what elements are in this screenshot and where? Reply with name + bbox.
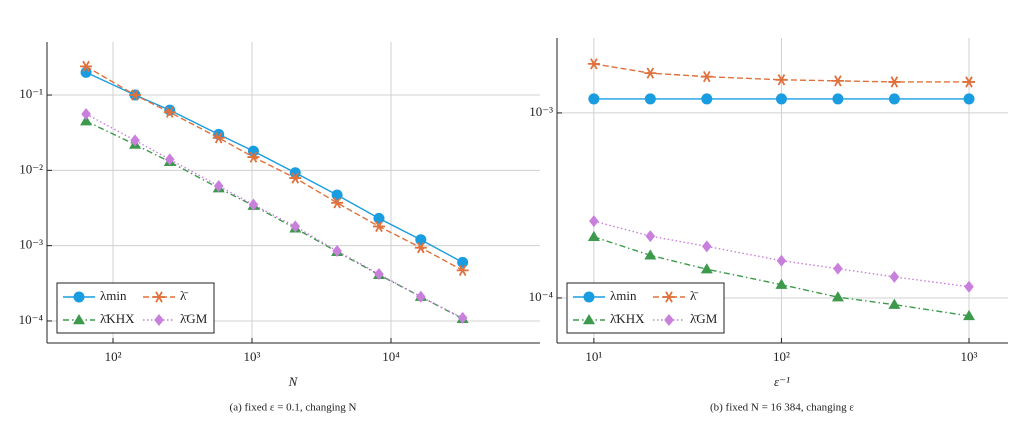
- marker: [80, 115, 93, 126]
- marker: [129, 89, 142, 101]
- marker: [644, 67, 657, 79]
- marker: [831, 75, 844, 87]
- marker: [644, 249, 657, 260]
- marker: [889, 270, 900, 283]
- marker: [963, 309, 976, 321]
- marker: [833, 262, 843, 275]
- legend-label: λmin: [610, 288, 637, 303]
- legend-label: λ̄GM: [180, 311, 208, 326]
- marker: [247, 145, 259, 157]
- legend-box: [566, 282, 725, 334]
- marker: [963, 93, 975, 105]
- caption: (a) fixed ε = 0.1, changing N: [230, 402, 357, 414]
- marker: [832, 93, 844, 105]
- marker: [130, 134, 140, 147]
- marker: [372, 220, 385, 233]
- marker: [212, 132, 225, 144]
- marker: [374, 268, 384, 281]
- x-axis-label: ε⁻¹: [774, 374, 790, 389]
- marker: [457, 311, 468, 324]
- marker: [701, 93, 713, 105]
- marker: [414, 242, 427, 254]
- marker: [587, 230, 600, 242]
- series-line: [85, 65, 463, 271]
- legend-marker: [73, 314, 85, 325]
- legend-marker: [663, 291, 675, 303]
- legend-marker: [583, 314, 595, 325]
- caption: (b) fixed N = 16 384, changing ε: [710, 402, 854, 414]
- x-tick-label: 10²: [773, 349, 790, 364]
- legend-label: λ̄KHX: [610, 311, 645, 326]
- x-axis-label: N: [288, 374, 299, 389]
- marker: [290, 220, 301, 233]
- marker: [457, 256, 469, 268]
- marker: [456, 264, 469, 277]
- series-line: [85, 120, 463, 320]
- marker: [416, 290, 426, 303]
- marker: [776, 254, 787, 267]
- marker: [775, 278, 788, 289]
- marker: [701, 240, 712, 253]
- marker: [645, 230, 656, 243]
- marker: [700, 71, 713, 83]
- marker: [332, 244, 342, 257]
- marker: [373, 212, 385, 224]
- legend-label: λ̄: [690, 288, 698, 303]
- marker: [964, 280, 974, 293]
- legend-label: λ̄GM: [690, 311, 718, 326]
- y-tick-label: 10⁻¹: [19, 86, 43, 101]
- legend-box: [56, 282, 215, 334]
- x-tick-label: 10³: [244, 349, 261, 364]
- marker: [163, 106, 176, 118]
- marker: [587, 58, 600, 70]
- legend-marker: [73, 291, 85, 303]
- series-line: [85, 71, 463, 263]
- y-tick-label: 10⁻⁴: [529, 289, 554, 304]
- x-tick-label: 10¹: [585, 349, 602, 364]
- marker: [963, 76, 976, 88]
- marker: [888, 76, 901, 88]
- legend-marker: [664, 314, 674, 326]
- marker: [700, 263, 713, 274]
- legend-label: λ̄: [180, 288, 188, 303]
- x-tick-label: 10³: [961, 349, 978, 364]
- marker: [289, 167, 301, 179]
- marker: [247, 151, 260, 163]
- marker: [831, 291, 844, 302]
- y-tick-label: 10⁻²: [19, 161, 43, 176]
- marker: [589, 215, 599, 228]
- legend-label: λ̄KHX: [100, 311, 135, 326]
- marker: [644, 93, 656, 105]
- marker: [888, 93, 900, 105]
- x-tick-label: 10⁴: [382, 349, 400, 364]
- marker: [213, 179, 224, 192]
- y-tick-label: 10⁻⁴: [19, 312, 44, 327]
- legend-label: λmin: [100, 288, 127, 303]
- marker: [164, 153, 175, 166]
- marker: [248, 198, 259, 211]
- y-tick-label: 10⁻³: [529, 104, 553, 119]
- marker: [588, 93, 600, 105]
- marker: [331, 197, 344, 209]
- legend-marker: [153, 291, 165, 303]
- marker: [81, 107, 91, 120]
- legend-marker: [583, 291, 595, 303]
- legend-marker: [154, 314, 164, 326]
- marker: [775, 93, 787, 105]
- marker: [289, 172, 302, 184]
- y-tick-label: 10⁻³: [19, 237, 43, 252]
- marker: [415, 234, 427, 246]
- marker: [775, 74, 788, 86]
- x-tick-label: 10²: [105, 349, 122, 364]
- marker: [888, 298, 901, 309]
- marker: [331, 189, 343, 201]
- marker: [80, 60, 93, 73]
